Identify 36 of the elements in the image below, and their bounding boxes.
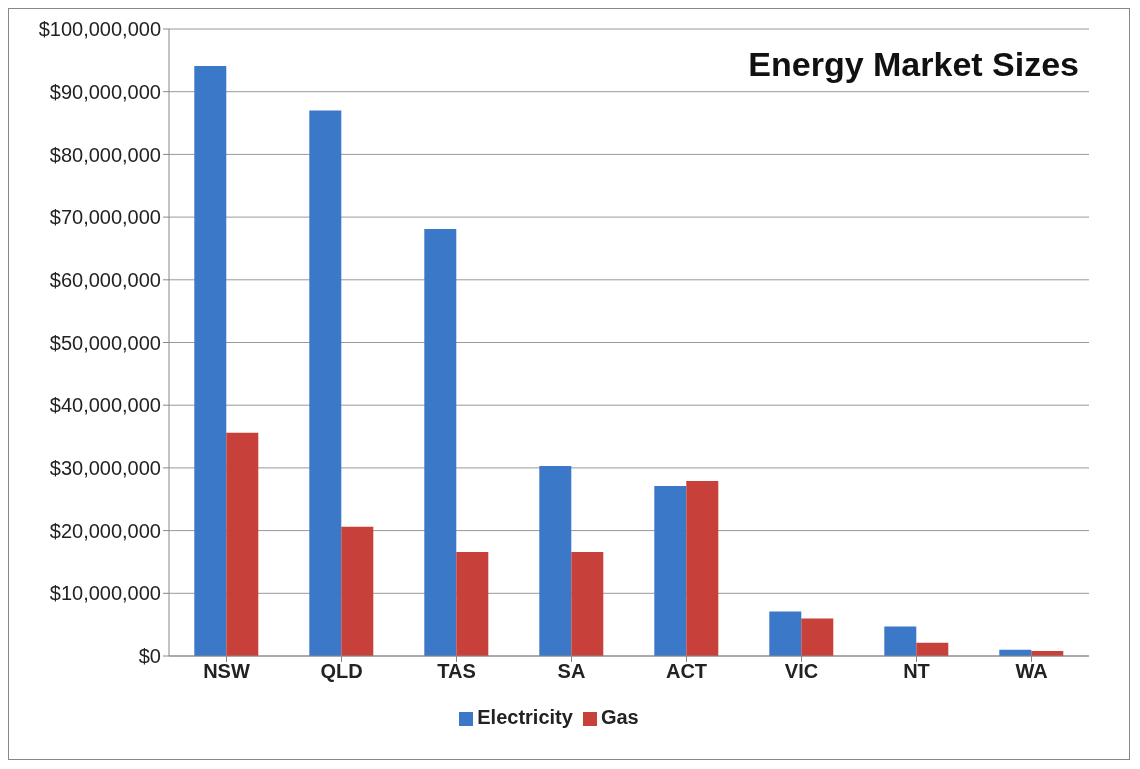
x-tick-label: SA	[557, 660, 586, 683]
y-tick-label: $50,000,000	[49, 331, 161, 354]
text: Energy Market Sizes	[748, 45, 1079, 84]
x-tick-label: TAS	[437, 660, 476, 683]
bar	[226, 432, 259, 656]
y-tick-label: $60,000,000	[49, 268, 161, 291]
x-tick-label: NSW	[203, 660, 250, 683]
bar	[884, 626, 917, 656]
y-tick-label: $90,000,000	[49, 80, 161, 103]
bar	[916, 642, 949, 656]
x-tick-label: NT	[903, 660, 930, 683]
x-tick-label: QLD	[320, 660, 363, 683]
bar	[539, 466, 572, 656]
legend-label: Electricity	[477, 706, 573, 728]
y-tick-label: $10,000,000	[49, 582, 161, 605]
y-tick-label: $0	[138, 645, 161, 668]
bar	[686, 481, 719, 656]
bar	[769, 611, 802, 656]
y-tick-label: $70,000,000	[49, 206, 161, 229]
bar	[309, 110, 342, 656]
bar	[801, 618, 834, 656]
y-tick-label: $100,000,000	[38, 18, 161, 41]
bar	[424, 229, 457, 656]
x-tick-label: ACT	[665, 660, 708, 683]
bar	[194, 65, 227, 656]
x-tick-label: VIC	[784, 660, 819, 683]
bar	[341, 526, 374, 656]
x-tick-label: WA	[1015, 660, 1048, 683]
y-tick-label: $30,000,000	[49, 457, 161, 479]
legend-label: Gas	[600, 706, 639, 728]
y-tick-label: $40,000,000	[49, 394, 161, 417]
y-tick-label: $80,000,000	[49, 143, 161, 166]
bar	[571, 551, 604, 656]
y-tick-label: $20,000,000	[49, 519, 161, 542]
bar	[654, 486, 687, 656]
bar	[456, 551, 489, 656]
